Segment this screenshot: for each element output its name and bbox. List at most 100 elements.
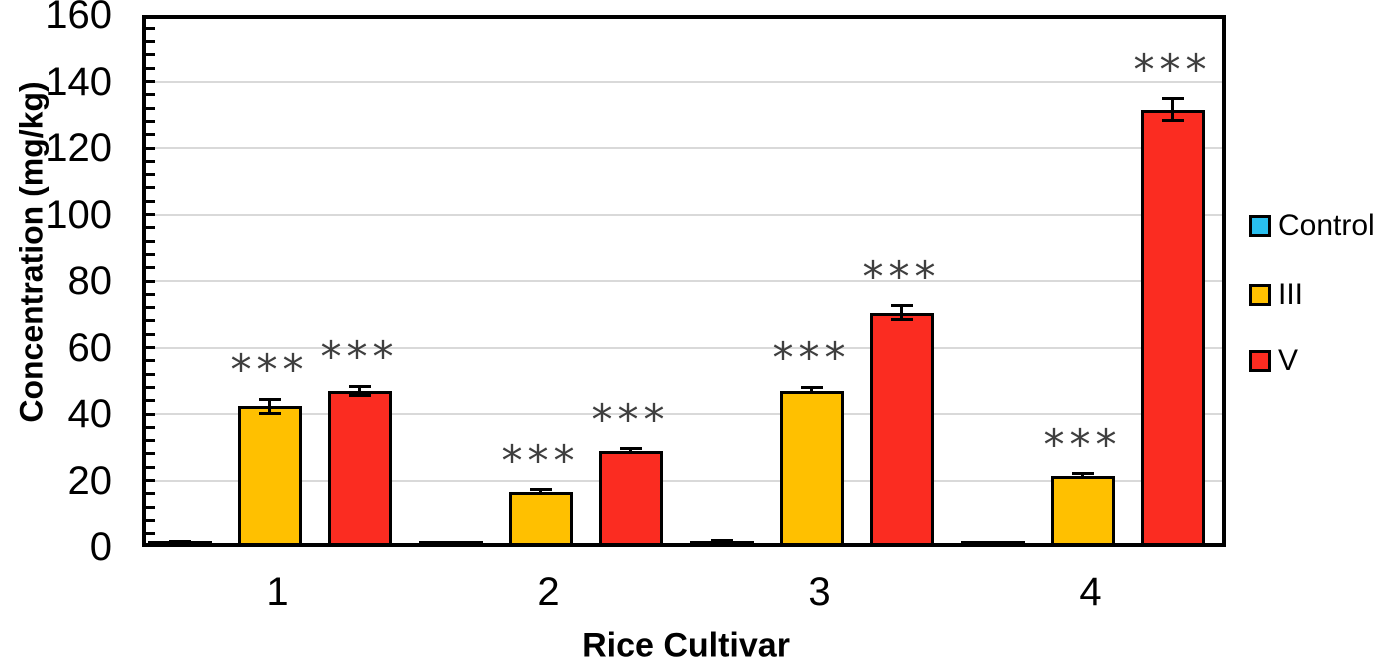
legend-label-iii: III	[1278, 278, 1304, 311]
y-minor-tick	[142, 465, 155, 469]
y-tick-label-80: 80	[67, 259, 113, 303]
x-tick-label-2: 2	[537, 570, 560, 614]
error-bar	[358, 386, 361, 396]
error-bar-cap	[619, 447, 642, 451]
y-minor-tick	[142, 213, 155, 216]
y-minor-tick	[142, 532, 155, 536]
y-minor-tick	[142, 399, 155, 403]
y-minor-tick	[142, 332, 155, 336]
y-minor-tick	[142, 40, 155, 44]
y-minor-tick	[142, 66, 155, 70]
plot-area: *** *** *** *** *** *** *** ***	[142, 15, 1226, 547]
error-bar-cap	[348, 393, 371, 397]
gridline-120	[142, 147, 1226, 149]
y-minor-tick	[142, 226, 155, 230]
y-minor-tick	[142, 292, 155, 296]
y-minor-tick	[142, 26, 155, 30]
y-minor-tick	[142, 372, 155, 376]
legend-item-v: V	[1249, 344, 1298, 378]
y-minor-tick	[142, 252, 155, 256]
y-minor-tick	[142, 93, 155, 97]
error-bar	[1171, 98, 1174, 121]
y-minor-tick	[142, 266, 155, 270]
y-minor-tick	[142, 505, 155, 509]
error-bar	[1081, 473, 1084, 479]
error-bar-cap	[890, 304, 913, 308]
gridline-100	[142, 213, 1226, 216]
y-minor-tick	[142, 452, 155, 456]
y-minor-tick	[142, 133, 155, 137]
error-bar-cap	[258, 412, 281, 416]
y-minor-tick	[142, 186, 155, 190]
error-bar-cap	[981, 541, 1004, 545]
y-tick-label-20: 20	[67, 458, 113, 503]
gridline-80	[142, 280, 1226, 282]
x-tick-label-1: 1	[266, 570, 289, 614]
legend-swatch-control	[1249, 215, 1271, 237]
y-minor-tick	[142, 119, 155, 123]
legend-item-iii: III	[1249, 278, 1303, 312]
y-minor-tick	[142, 479, 155, 482]
bar-v-cultivar-3	[869, 312, 934, 547]
significance-marker: ***	[320, 332, 399, 382]
significance-marker: ***	[772, 333, 851, 383]
y-minor-tick	[142, 385, 155, 389]
error-bar-cap	[439, 541, 462, 545]
y-minor-tick	[142, 319, 155, 323]
error-bar-cap	[800, 385, 823, 389]
gridline-20	[142, 479, 1226, 482]
significance-marker: ***	[501, 435, 580, 485]
legend-swatch-v	[1249, 350, 1271, 372]
error-bar	[900, 305, 903, 320]
y-minor-tick	[142, 159, 155, 163]
y-minor-tick	[142, 53, 155, 57]
significance-marker: ***	[591, 394, 670, 444]
bar-iii-cultivar-3	[779, 390, 844, 547]
significance-marker: ***	[862, 251, 941, 301]
error-bar-cap	[258, 397, 281, 401]
y-minor-tick	[142, 239, 155, 243]
error-bar-cap	[890, 317, 913, 321]
gridline-40	[142, 413, 1226, 415]
error-bar-cap	[168, 539, 191, 543]
bar-iii-cultivar-1	[237, 406, 302, 547]
y-tick-label-140: 140	[45, 59, 112, 104]
error-bar	[539, 489, 542, 495]
significance-marker: ***	[1043, 419, 1122, 469]
error-bar-cap	[1161, 119, 1184, 123]
bar-v-cultivar-1	[327, 390, 392, 547]
error-bar	[810, 387, 813, 395]
y-minor-tick	[142, 279, 155, 283]
x-tick-label-3: 3	[808, 570, 831, 614]
significance-marker: ***	[1133, 44, 1212, 94]
y-minor-tick	[142, 146, 155, 150]
error-bar-cap	[529, 488, 552, 492]
error-bar	[629, 448, 632, 453]
y-tick-label-100: 100	[45, 192, 112, 237]
y-minor-tick	[142, 439, 155, 443]
legend-item-control: Control	[1249, 209, 1375, 243]
x-tick-label-4: 4	[1079, 570, 1102, 614]
gridline-140	[142, 80, 1226, 83]
error-bar-cap	[710, 539, 733, 543]
x-axis-title: Rice Cultivar	[582, 626, 790, 665]
error-bar-cap	[348, 384, 371, 388]
significance-marker: ***	[230, 345, 309, 395]
y-minor-tick	[142, 359, 155, 363]
y-minor-tick	[142, 173, 155, 177]
y-minor-tick	[142, 425, 155, 429]
legend-label-control: Control	[1278, 209, 1375, 242]
bar-iii-cultivar-4	[1050, 476, 1115, 547]
y-minor-tick	[142, 106, 155, 110]
bar-v-cultivar-4	[1140, 109, 1205, 547]
y-minor-tick	[142, 518, 155, 522]
y-tick-label-160: 160	[45, 0, 112, 37]
legend: Control III V	[1249, 0, 1390, 672]
y-tick-label-40: 40	[67, 392, 113, 436]
error-bar-cap	[1161, 97, 1184, 101]
y-tick-label-60: 60	[67, 325, 113, 370]
legend-swatch-iii	[1249, 284, 1271, 306]
y-tick-label-0: 0	[89, 525, 112, 569]
y-minor-tick	[142, 412, 155, 416]
